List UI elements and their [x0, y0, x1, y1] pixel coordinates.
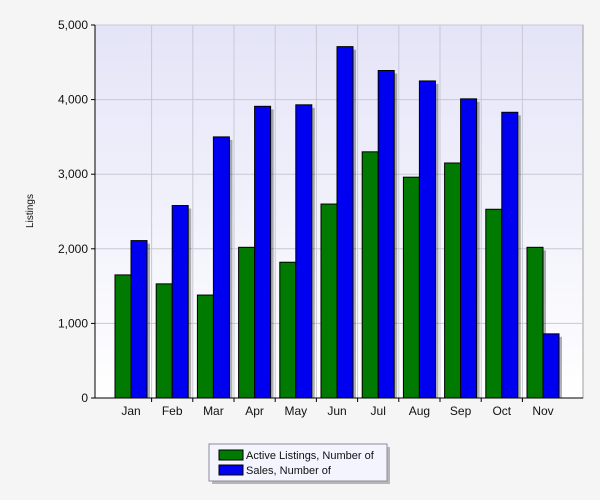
legend-label-active-listings: Active Listings, Number of — [246, 450, 375, 462]
x-tick-label: Apr — [245, 404, 264, 418]
bar-active-listings-aug — [402, 176, 420, 399]
bars — [114, 46, 562, 399]
x-tick-label: Jan — [121, 404, 140, 418]
bar-active-listings-jan — [114, 274, 132, 399]
x-tick-label: Jun — [327, 404, 346, 418]
x-tick-label: Nov — [532, 404, 553, 418]
x-tick-label: Oct — [492, 404, 511, 418]
bar-sales-oct — [501, 111, 519, 399]
bar-sales-aug — [418, 80, 436, 399]
bar-sales-jan — [130, 240, 148, 399]
x-tick-label: May — [284, 404, 307, 418]
legend-swatch-active-listings — [218, 449, 244, 461]
bar-active-listings-jun — [320, 203, 338, 399]
x-tick-label: Sep — [450, 404, 472, 418]
bar-sales-feb — [171, 205, 189, 399]
bar-active-listings-oct — [485, 208, 503, 399]
legend: Active Listings, Number of Sales, Number… — [208, 443, 390, 484]
bar-sales-jun — [336, 46, 354, 399]
y-tick-label: 3,000 — [58, 167, 88, 181]
bar-sales-nov — [542, 333, 560, 399]
x-tick-label: Mar — [203, 404, 224, 418]
legend-label-sales: Sales, Number of — [246, 465, 332, 477]
x-tick-label: Feb — [162, 404, 183, 418]
bar-active-listings-apr — [238, 246, 256, 399]
bar-active-listings-sep — [444, 162, 462, 399]
bar-sales-may — [295, 104, 313, 399]
bar-active-listings-mar — [196, 294, 214, 399]
y-tick-label: 1,000 — [58, 316, 88, 330]
bar-sales-mar — [212, 136, 230, 399]
x-tick-label: Aug — [409, 404, 430, 418]
bar-sales-sep — [460, 98, 478, 399]
y-tick-label: 4,000 — [58, 93, 88, 107]
bar-sales-jul — [377, 70, 395, 399]
bar-active-listings-jul — [361, 151, 379, 399]
bar-sales-apr — [254, 105, 272, 399]
y-tick-label: 5,000 — [58, 18, 88, 32]
bar-active-listings-nov — [526, 246, 544, 399]
y-ticks: 0 1,000 2,000 3,000 4,000 5,000 — [58, 18, 95, 405]
y-tick-label: 2,000 — [58, 242, 88, 256]
bar-active-listings-feb — [155, 283, 173, 399]
legend-swatch-sales — [218, 464, 244, 476]
bar-active-listings-may — [279, 261, 297, 399]
y-axis-title: Listings — [25, 194, 36, 228]
x-ticks: Jan Feb Mar Apr May Jun Jul Aug Sep Oct Nov — [121, 398, 554, 418]
y-tick-label: 0 — [81, 391, 88, 405]
x-tick-label: Jul — [371, 404, 386, 418]
